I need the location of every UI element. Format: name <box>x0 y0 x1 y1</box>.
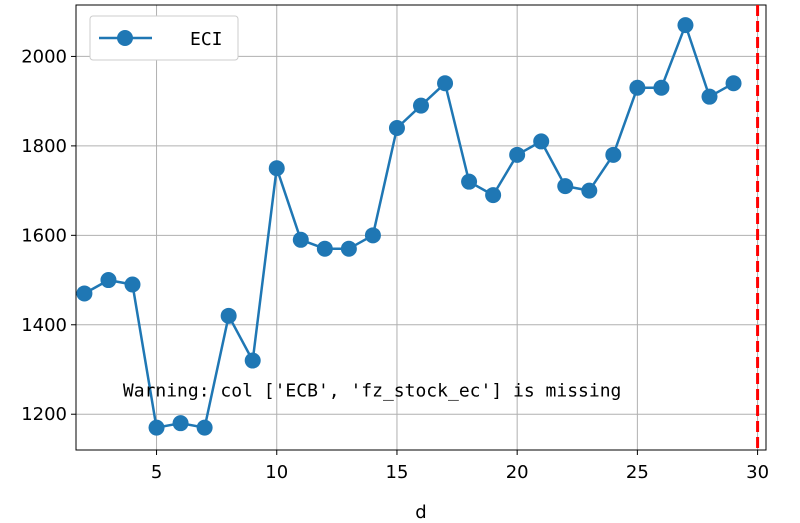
x-tick-label: 25 <box>626 462 649 483</box>
data-point <box>581 182 598 199</box>
data-point <box>364 227 381 244</box>
data-point <box>677 17 694 34</box>
data-point <box>388 119 405 136</box>
x-tick-label: 30 <box>746 462 769 483</box>
legend-label-eci: ECI <box>190 29 223 50</box>
warning-annotation: Warning: col ['ECB', 'fz_stock_ec'] is m… <box>123 380 622 401</box>
plot-area-frame <box>75 4 767 451</box>
axis-ticks: 5 10 15 20 25 30 1200 1400 1600 1800 2000 <box>21 46 769 483</box>
y-tick-label: 1800 <box>21 136 67 157</box>
y-tick-label: 1600 <box>21 225 67 246</box>
data-point <box>533 133 550 150</box>
x-tick-label: 10 <box>265 462 288 483</box>
legend-marker-swatch <box>117 30 133 46</box>
data-point <box>701 88 718 105</box>
data-point <box>461 173 478 190</box>
y-tick-label: 1400 <box>21 315 67 336</box>
y-tick-label: 2000 <box>21 46 67 67</box>
data-point <box>725 75 742 92</box>
data-point <box>220 307 237 324</box>
data-point <box>629 79 646 96</box>
data-point <box>148 419 165 436</box>
data-point <box>340 240 357 257</box>
legend-box <box>89 15 239 61</box>
data-point <box>557 178 574 195</box>
x-tick-label: 15 <box>386 462 409 483</box>
data-point <box>196 419 213 436</box>
data-point <box>653 79 670 96</box>
series-line-eci <box>83 23 735 429</box>
y-tick-label: 1200 <box>21 404 67 425</box>
x-tick-label: 20 <box>506 462 529 483</box>
data-point <box>100 272 117 289</box>
data-point <box>76 285 93 302</box>
data-point <box>437 75 454 92</box>
data-point <box>509 146 526 163</box>
data-point <box>244 352 261 369</box>
data-point <box>124 276 141 293</box>
legend: ECI <box>89 15 239 61</box>
data-point <box>268 160 285 177</box>
series-layer <box>76 17 742 436</box>
x-tick-label: 5 <box>151 462 162 483</box>
data-point <box>605 146 622 163</box>
data-point <box>172 415 189 432</box>
x-axis-label: d <box>415 502 426 523</box>
data-point <box>485 187 502 204</box>
data-point <box>292 231 309 248</box>
data-point <box>413 97 429 114</box>
data-point <box>316 240 333 257</box>
